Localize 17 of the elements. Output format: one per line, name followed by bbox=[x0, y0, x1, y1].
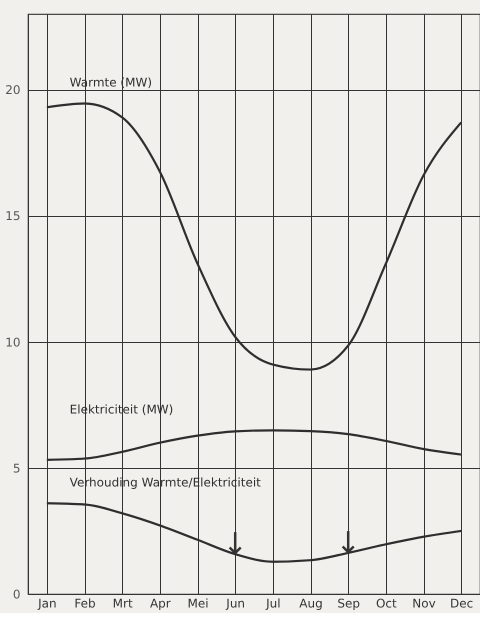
x-tick-label: Nov bbox=[412, 596, 436, 610]
x-tick-label: Jun bbox=[225, 596, 246, 610]
x-tick-label: Apr bbox=[150, 596, 171, 610]
y-tick-label: 20 bbox=[5, 83, 20, 98]
x-tick-label: Sep bbox=[337, 596, 360, 610]
x-tick-label: Jan bbox=[37, 596, 57, 610]
x-tick-label: Feb bbox=[74, 596, 96, 610]
x-tick-label: Dec bbox=[450, 596, 474, 610]
x-tick-label: Oct bbox=[376, 596, 397, 610]
x-tick-label: Mrt bbox=[112, 596, 133, 610]
x-tick-label: Mei bbox=[187, 596, 209, 610]
y-tick-label: 0 bbox=[12, 588, 20, 602]
y-tick-label: 10 bbox=[5, 335, 20, 350]
y-tick-label: 5 bbox=[12, 461, 20, 476]
x-tick-label: Jul bbox=[265, 596, 281, 610]
y-tick-label: 15 bbox=[5, 209, 20, 224]
x-tick-label: Aug bbox=[299, 596, 323, 610]
